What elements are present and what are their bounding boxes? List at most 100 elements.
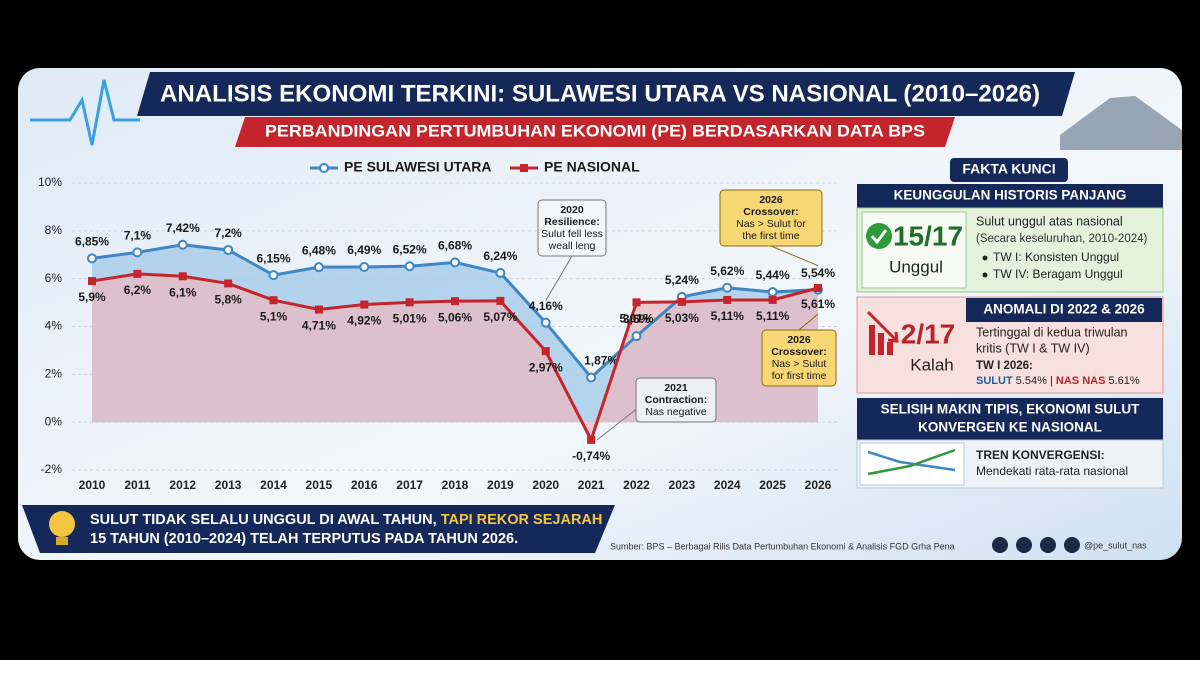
value-label: -0,74% (572, 449, 610, 463)
x-tick-label: 2025 (759, 478, 786, 492)
value-label: 7,42% (166, 221, 200, 235)
annotation-text: for first time (772, 370, 827, 382)
annotation-text: 2021 (664, 382, 688, 394)
point (133, 269, 142, 278)
bottom-strip (0, 660, 1200, 675)
x-tick-label: 2020 (532, 478, 559, 492)
value-label: 5,61% (801, 297, 835, 311)
point (268, 270, 279, 281)
x-tick-label: 2017 (396, 478, 423, 492)
y-tick-label: 2% (45, 367, 63, 381)
box1-text: Sulut unggul atas nasional (976, 214, 1123, 228)
value-label: 5,11% (711, 309, 745, 323)
annotation-text: weall leng (548, 240, 596, 252)
annotation-text: Nas > Sulut for (736, 218, 806, 230)
box2-text: TW I 2026: (976, 360, 1033, 372)
bar-icon (878, 333, 884, 355)
annotation-box (719, 189, 823, 247)
point (132, 247, 143, 258)
value-label: 4,92% (347, 314, 381, 328)
box3-header: SELISIH MAKIN TIPIS, EKONOMI SULUT (881, 402, 1141, 417)
point (496, 296, 505, 305)
point (88, 277, 96, 286)
sulut-label: SULUT (976, 375, 1013, 387)
y-tick-label: 0% (45, 414, 63, 428)
footer-highlight: TAPI REKOR SEJARAH (441, 512, 603, 528)
value-label: 6,48% (302, 243, 336, 257)
value-label: 6,85% (75, 235, 109, 249)
x-tick-label: 2014 (260, 478, 287, 492)
point (404, 261, 415, 272)
point (177, 239, 188, 250)
annotation-text: Nas negative (645, 406, 706, 418)
value-label: 6,2% (124, 283, 152, 297)
value-label: 5,9% (78, 290, 106, 304)
box1-score-label: Unggul (889, 257, 943, 276)
box1-score: 15/17 (893, 220, 963, 251)
y-tick-label: 6% (45, 271, 63, 285)
source: Sumber: BPS – Berbagai Rilis Data Pertum… (610, 541, 955, 551)
box2-text: Tertinggal di kedua triwulan (976, 325, 1128, 339)
box2-compare: SULUT 5.54% | NAS NAS 5.61% (976, 375, 1140, 387)
value-label: 5,01% (619, 312, 653, 326)
annotation-box (635, 377, 717, 423)
x-tick-label: 2016 (351, 478, 378, 492)
box3-text: TREN KONVERGENSI: (976, 448, 1105, 462)
annotation-text: Nas > Sulut (772, 358, 827, 370)
point (541, 347, 550, 356)
point (450, 257, 460, 268)
point (767, 287, 778, 298)
box1-bullet: TW IV: Beragam Unggul (993, 267, 1123, 281)
point (722, 282, 733, 293)
annotation-text: Crossover: (743, 206, 798, 218)
annotation-text: 2020 (560, 204, 584, 216)
annotation-pointer (770, 245, 819, 267)
point (586, 372, 597, 383)
annotation-pointer (798, 313, 819, 331)
value-label: 6,68% (438, 239, 472, 253)
box1-header-bg (857, 184, 1163, 208)
x-tick-label: 2012 (169, 478, 196, 492)
value-label: 7,1% (124, 229, 152, 243)
box2-score: 2/17 (901, 318, 956, 349)
social-icon (1016, 537, 1032, 553)
box2-text: kritis (TW I & TW IV) (976, 341, 1090, 355)
annotation-pointer (545, 255, 573, 301)
annotation-text: Contraction: (645, 394, 707, 406)
bulb-base (56, 537, 68, 545)
social-icon (1064, 537, 1080, 553)
volcano (1060, 96, 1182, 150)
footer-banner (22, 505, 615, 553)
box2-header: ANOMALI DI 2022 & 2026 (983, 302, 1145, 317)
down-arrow (866, 310, 899, 343)
point (405, 298, 414, 307)
check-icon (866, 223, 892, 249)
nas-label: NAS NAS (1056, 375, 1106, 387)
x-tick-label: 2023 (669, 478, 696, 492)
point (677, 297, 686, 306)
value-label: 6,52% (393, 242, 427, 256)
panel-tab (950, 158, 1068, 182)
legend-marker (520, 164, 528, 172)
value-label: 5,62% (710, 264, 744, 278)
point (178, 272, 187, 281)
social-icon (1040, 537, 1056, 553)
y-tick-label: -2% (41, 462, 63, 476)
value-label: 4,16% (529, 299, 563, 313)
title-banner (137, 72, 1075, 116)
point (87, 253, 97, 264)
sulut-value: 5.54% (1016, 375, 1047, 387)
value-label: 6,1% (169, 285, 197, 299)
point (360, 300, 369, 309)
subtitle-banner (235, 117, 955, 147)
x-tick-label: 2026 (805, 478, 832, 492)
point (495, 267, 506, 278)
value-label: 6,15% (256, 251, 290, 265)
value-label: 5,54% (801, 266, 835, 280)
annotation-text: Crossover: (771, 346, 826, 358)
x-tick-label: 2013 (215, 478, 242, 492)
point (313, 262, 324, 273)
y-tick-label: 8% (45, 223, 63, 237)
x-tick-label: 2015 (306, 478, 333, 492)
